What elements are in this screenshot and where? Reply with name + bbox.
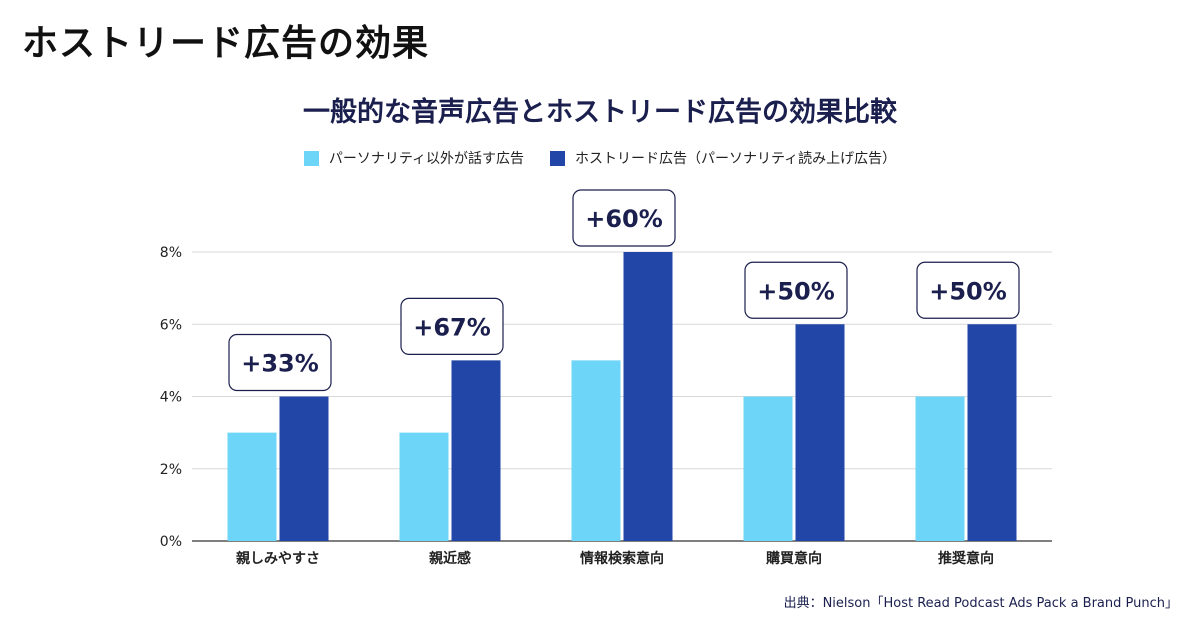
y-tick-label: 6%	[160, 317, 182, 333]
bar-series-1	[743, 396, 793, 541]
annotation-box	[400, 297, 504, 355]
annotation-box	[572, 189, 676, 247]
legend-item-series-1: パーソナリティ以外が話す広告	[303, 148, 524, 168]
legend-label-series-2: ホストリード広告（パーソナリティ読み上げ広告）	[575, 151, 897, 167]
source-note: 出典：Nielson「Host Read Podcast Ads Pack a …	[783, 596, 1178, 611]
bar-series-1	[915, 396, 965, 541]
page-title: ホストリード広告の効果	[22, 23, 430, 64]
bar-series-2	[967, 324, 1017, 541]
annotation-label: +33%	[241, 350, 319, 378]
legend-item-series-2: ホストリード広告（パーソナリティ読み上げ広告）	[550, 148, 896, 168]
annotation-label: +60%	[585, 205, 663, 233]
x-tick-label: 情報検索意向	[580, 550, 664, 567]
x-tick-label: 推奨意向	[938, 550, 994, 567]
y-tick-label: 0%	[160, 534, 182, 550]
x-tick-label: 親しみやすさ	[236, 550, 320, 567]
bar-series-2	[279, 396, 329, 541]
annotation-box	[916, 261, 1020, 319]
y-tick-label: 4%	[160, 390, 182, 406]
bar-series-2	[623, 252, 673, 541]
x-tick-label: 親近感	[429, 550, 471, 567]
legend-label-series-1: パーソナリティ以外が話す広告	[328, 151, 524, 167]
annotation-label: +67%	[413, 313, 491, 341]
annotation-box	[744, 261, 848, 319]
legend-swatch-series-2	[550, 150, 565, 166]
annotation-label: +50%	[929, 277, 1007, 305]
x-tick-label: 購買意向	[765, 550, 822, 567]
y-tick-label: 8%	[160, 245, 182, 261]
bar-series-2	[451, 360, 501, 541]
annotation-box	[228, 333, 332, 392]
chart-title: 一般的な音声広告とホストリード広告の効果比較	[303, 97, 897, 128]
bar-series-1	[399, 432, 449, 541]
bar-series-1	[571, 360, 621, 541]
annotation-label: +50%	[757, 277, 835, 305]
y-tick-label: 2%	[160, 462, 182, 478]
legend-swatch-series-1	[303, 150, 319, 166]
bar-series-1	[227, 432, 277, 541]
legend: パーソナリティ以外が話す広告 ホストリード広告（パーソナリティ読み上げ広告）	[0, 148, 1200, 168]
bar-series-2	[795, 324, 845, 541]
